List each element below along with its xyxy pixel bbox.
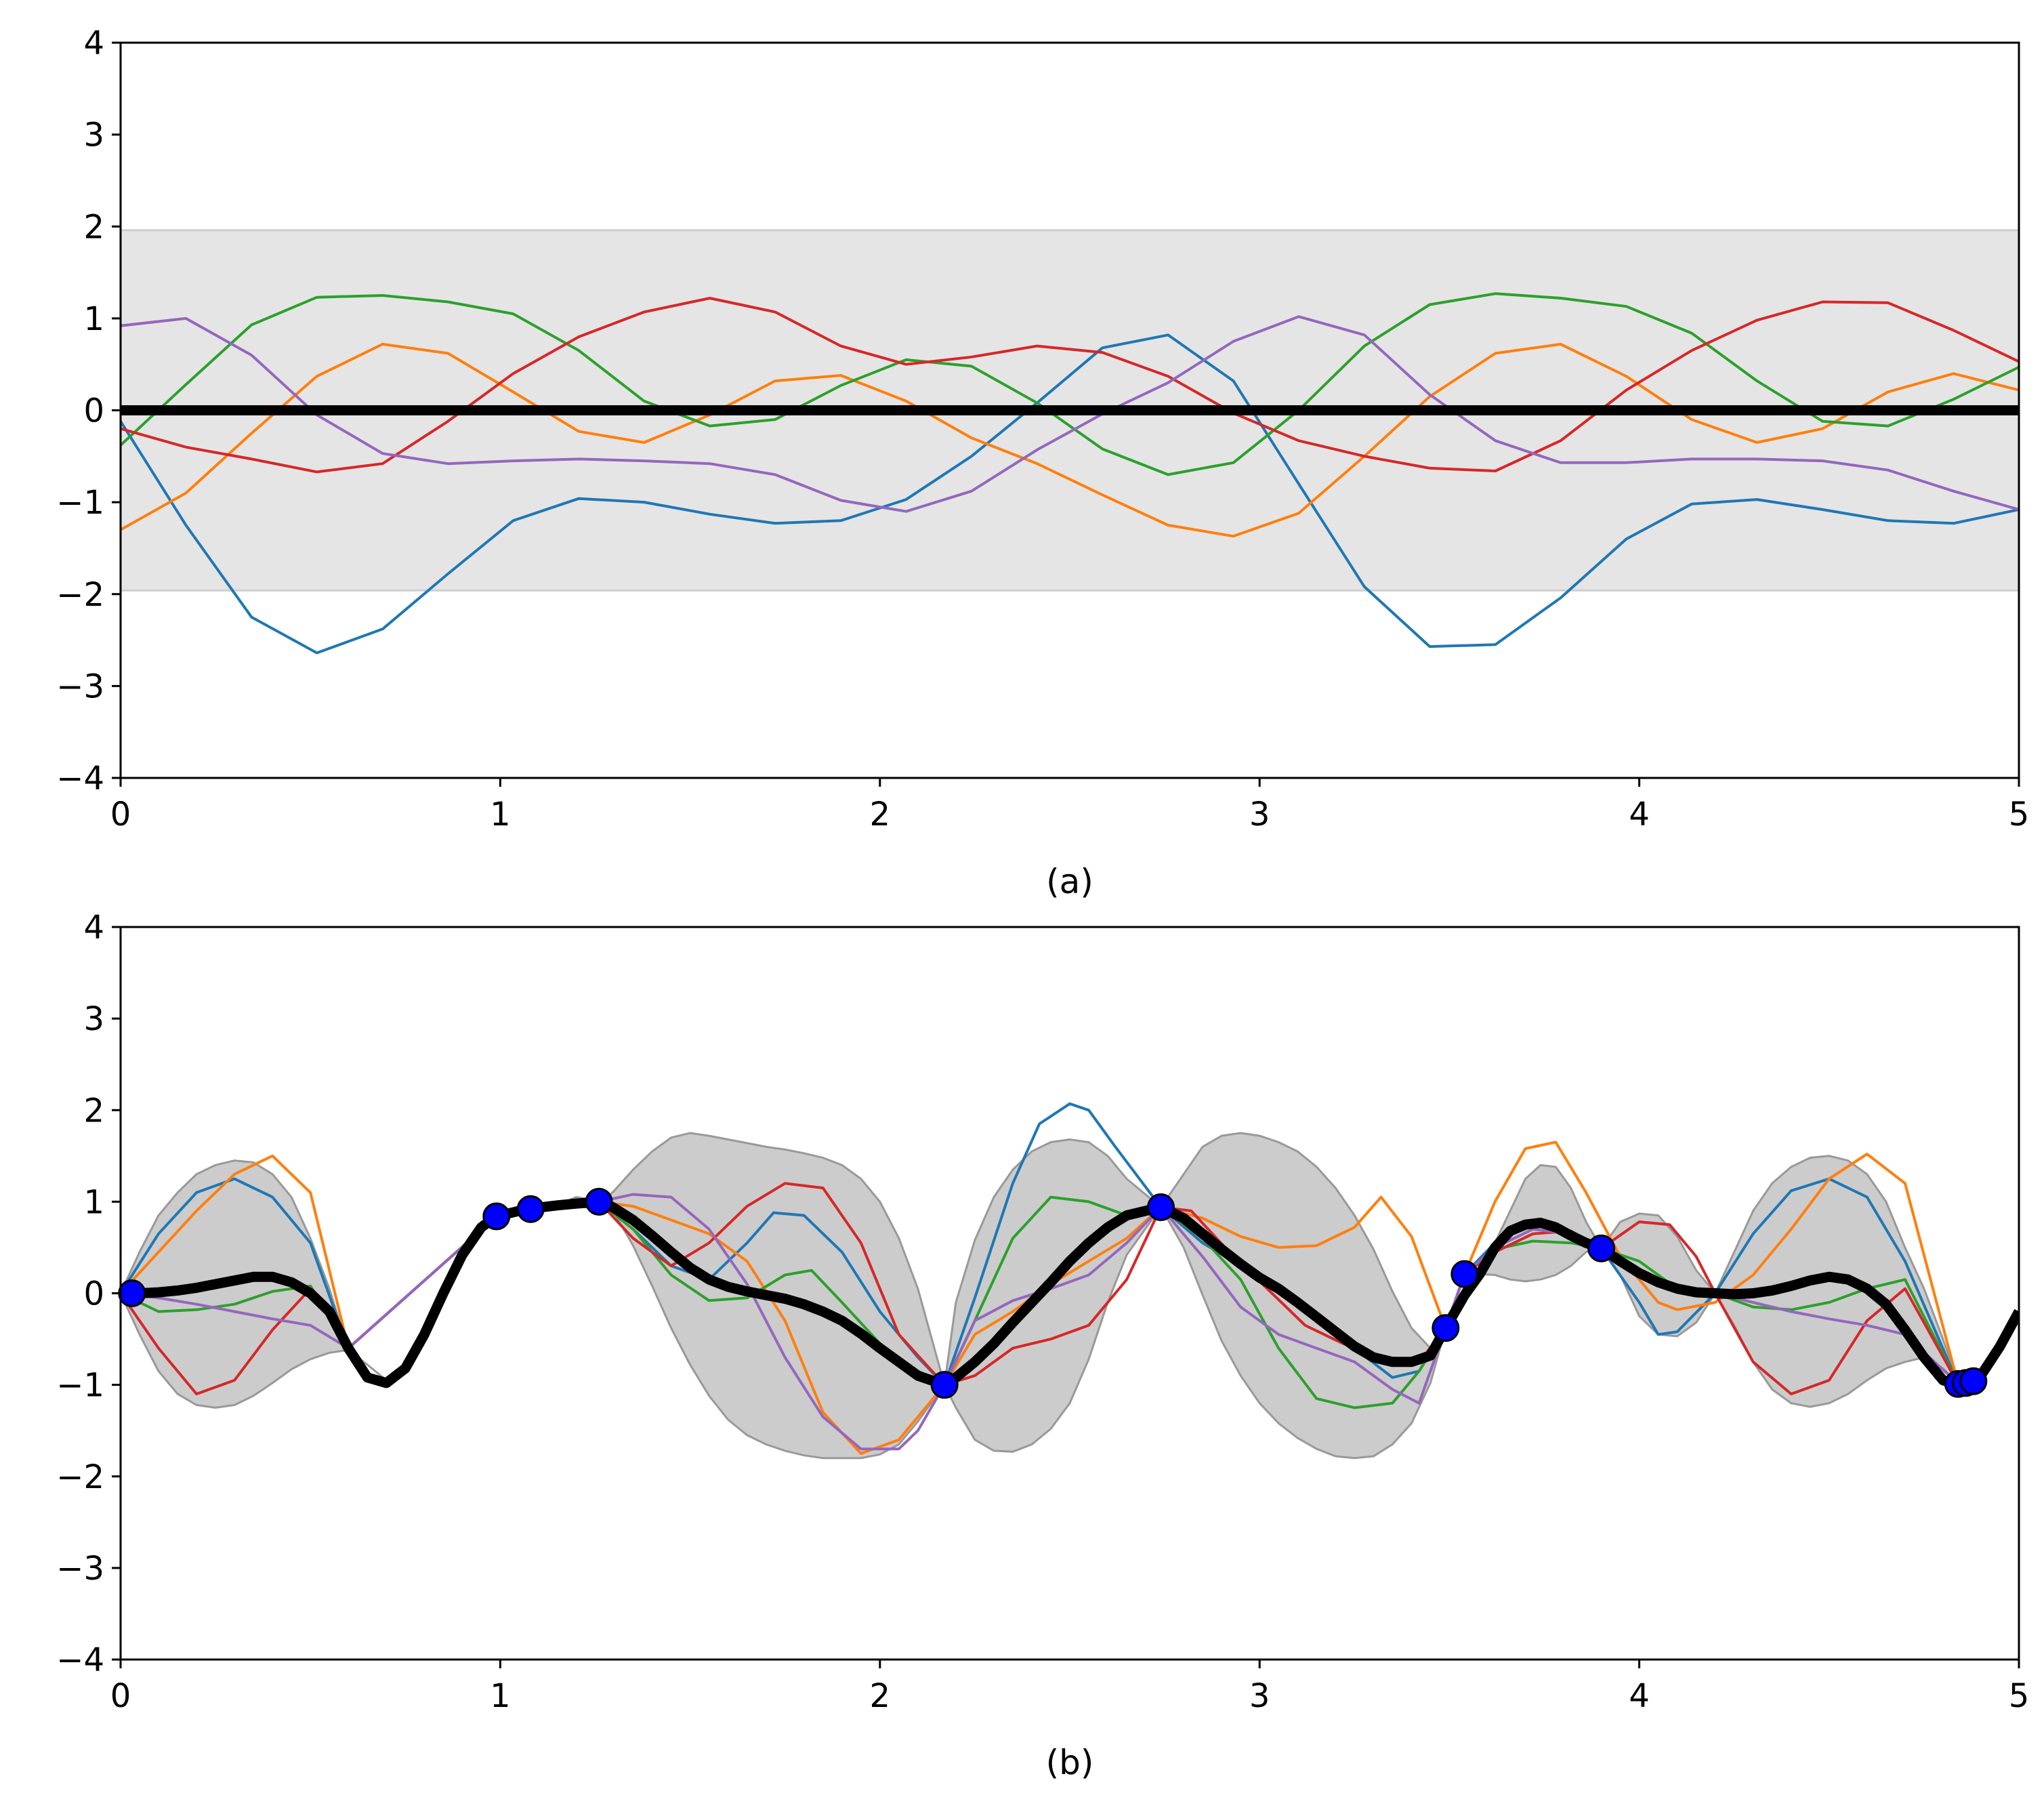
panel-a-x-tick-label: 3 <box>1249 796 1270 833</box>
panel-b-x-tick-label: 4 <box>1629 1677 1650 1715</box>
panel-b-y-tick-label: −1 <box>56 1367 104 1405</box>
panel-b-observation-point <box>1451 1260 1479 1288</box>
panel-b-y-tick-label: 1 <box>83 1183 104 1221</box>
panel-b-observation-point <box>482 1202 511 1231</box>
panel-a-x-tick-label: 5 <box>2009 796 2030 833</box>
panel-a-series-4 <box>121 297 2019 474</box>
panel-a-x-tick-label: 1 <box>490 796 511 833</box>
panel-a-y-tick-label: 2 <box>83 208 104 246</box>
panel-b-y-tick-label: −3 <box>56 1550 104 1588</box>
panel-a-y-tick-label: −1 <box>56 484 104 522</box>
panel-a-series-5 <box>121 315 2019 513</box>
panel-a-y-tick-label: −2 <box>56 576 104 614</box>
panel-a-y-ticks: −4 −3 −2 −1 0 1 2 3 4 <box>56 24 121 798</box>
panel-b-y-tick-label: −4 <box>56 1641 104 1679</box>
panel-a-y-tick-label: 0 <box>83 392 104 430</box>
panel-a-x-tick-label: 0 <box>110 796 131 833</box>
panel-b-observation-point <box>1587 1234 1616 1262</box>
panel-b-y-ticks: −4 −3 −2 −1 0 1 2 3 4 <box>56 909 121 1679</box>
panel-a-x-tick-label: 4 <box>1629 796 1650 833</box>
panel-a-caption: (a) <box>1046 862 1093 901</box>
panel-a-series-3 <box>121 292 2019 476</box>
panel-b-x-tick-label: 0 <box>110 1677 131 1715</box>
panel-a-y-tick-label: 4 <box>83 24 104 62</box>
panel-b-x-tick-label: 1 <box>490 1677 511 1715</box>
panel-b-observation-point <box>118 1279 146 1307</box>
panel-b-observation-point <box>516 1195 545 1223</box>
panel-b-x-tick-label: 2 <box>870 1677 891 1715</box>
panel-b-y-tick-label: 4 <box>83 909 104 947</box>
panel-b-y-tick-label: 0 <box>83 1275 104 1313</box>
panel-a-y-tick-label: −3 <box>56 667 104 705</box>
panel-a-x-tick-label: 2 <box>870 796 891 833</box>
panel-b-x-tick-label: 5 <box>2009 1677 2030 1715</box>
panel-b-observation-point <box>1432 1314 1460 1342</box>
panel-b-mean-line <box>121 1196 2019 1391</box>
panel-b-y-tick-label: 3 <box>83 1000 104 1038</box>
panel-b-observation-point <box>585 1187 613 1216</box>
panel-a: −4 −3 −2 −1 0 1 2 3 4 0 1 2 3 4 5 (a) <box>56 24 2029 901</box>
panel-b-caption: (b) <box>1046 1743 1094 1782</box>
panel-b-plot <box>118 926 2020 1661</box>
panel-a-y-tick-label: 3 <box>83 117 104 155</box>
panel-b-data-area <box>121 1102 2019 1460</box>
panel-b-x-ticks: 0 1 2 3 4 5 <box>110 1660 2030 1715</box>
panel-a-plot <box>119 41 2020 779</box>
panel-a-data-area <box>121 229 2019 655</box>
panel-b-observation-point <box>1147 1193 1175 1221</box>
panel-a-y-tick-label: −4 <box>56 760 104 798</box>
panel-a-x-ticks: 0 1 2 3 4 5 <box>110 778 2030 833</box>
panel-a-series-2 <box>121 342 2019 538</box>
panel-b-x-tick-label: 3 <box>1249 1677 1270 1715</box>
panel-b-confidence-band <box>121 1132 2019 1460</box>
panel-b-y-tick-label: 2 <box>83 1092 104 1130</box>
panel-b: −4 −3 −2 −1 0 1 2 3 4 0 1 2 3 4 5 (b) <box>56 909 2029 1782</box>
panel-b-observation-point <box>930 1371 959 1399</box>
panel-b-observation-point <box>1959 1367 1988 1395</box>
panel-a-y-tick-label: 1 <box>83 300 104 338</box>
panel-b-y-tick-label: −2 <box>56 1458 104 1496</box>
panel-a-series-1 <box>121 333 2019 655</box>
